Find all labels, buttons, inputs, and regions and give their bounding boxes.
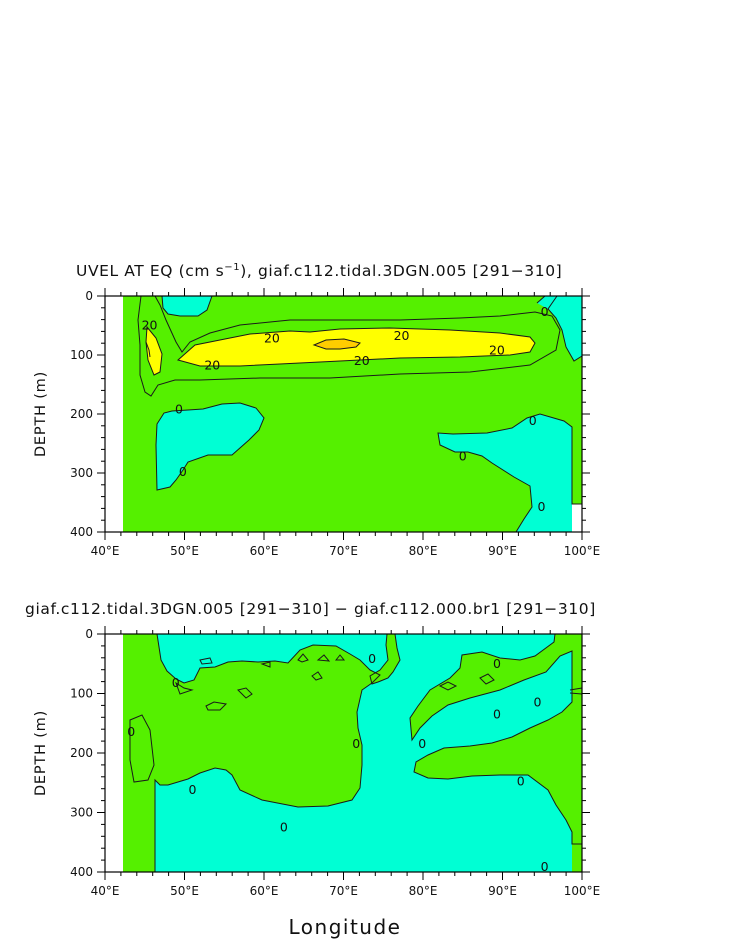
contour-label: 0 bbox=[175, 401, 183, 416]
panel-2-contour-0-west-lens bbox=[129, 714, 155, 783]
y-tick-label: 200 bbox=[70, 407, 93, 421]
contour-label: 0 bbox=[188, 782, 196, 797]
y-tick-label: 400 bbox=[70, 525, 93, 539]
y-tick-label: 0 bbox=[85, 627, 93, 641]
contour-label: 0 bbox=[127, 724, 135, 739]
panel-1-fill-negative-west-deep bbox=[156, 403, 264, 490]
contour-label: 20 bbox=[394, 328, 410, 343]
contour-label: 0 bbox=[280, 819, 288, 834]
panel-2-y-axis: 0 100 200 300 400 bbox=[70, 627, 590, 879]
contour-label: 0 bbox=[418, 736, 426, 751]
y-tick-label: 400 bbox=[70, 865, 93, 879]
panel-1-contour-0-east-surface bbox=[536, 295, 583, 362]
x-tick-label: 90°E bbox=[488, 544, 517, 558]
panel-1-contour-20-jet bbox=[176, 327, 536, 367]
panel-1-fill-west-pocket-20 bbox=[146, 327, 162, 375]
panel-1-title-part-a: UVEL AT EQ (cm s bbox=[76, 262, 224, 280]
panel-1-x-axis: 40°E 50°E 60°E 70°E 80°E 90°E 100°E bbox=[91, 288, 601, 558]
panel-1-contour-outer-edge bbox=[137, 295, 561, 397]
panel-2-contour-0-east bbox=[409, 633, 582, 845]
panel-2-contour-lines bbox=[129, 633, 583, 872]
contour-label: 0 bbox=[459, 448, 467, 463]
x-tick-label: 50°E bbox=[170, 544, 199, 558]
panel-1-contour-labels: 20 20 20 20 20 20 0 0 0 0 0 0 bbox=[142, 304, 549, 514]
contour-label: 0 bbox=[172, 675, 180, 690]
panel-2-contour-0-small-cells bbox=[175, 653, 583, 711]
panel-1-fill-jet-core-40 bbox=[314, 339, 360, 349]
panel-2-x-axis: 40°E 50°E 60°E 70°E 80°E 90°E 100°E bbox=[91, 626, 601, 898]
panel-1-contour-0-east-deep bbox=[437, 413, 582, 533]
panel-1-contour-0-west-deep bbox=[155, 402, 265, 491]
x-tick-label: 40°E bbox=[91, 884, 120, 898]
x-tick-label: 60°E bbox=[250, 544, 279, 558]
contour-label: 20 bbox=[264, 330, 280, 345]
contour-label: 0 bbox=[352, 736, 360, 751]
panel-1-contour-0-west-surface bbox=[161, 295, 213, 317]
x-tick-label: 60°E bbox=[250, 884, 279, 898]
x-tick-label: 70°E bbox=[329, 544, 358, 558]
y-tick-label: 0 bbox=[85, 289, 93, 303]
x-tick-label: 50°E bbox=[170, 884, 199, 898]
panel-1-title: UVEL AT EQ (cm s−1), giaf.c112.tidal.3DG… bbox=[76, 262, 562, 280]
panel-2-title: giaf.c112.tidal.3DGN.005 [291−310] − gia… bbox=[25, 600, 596, 618]
x-tick-label: 100°E bbox=[564, 544, 601, 558]
panel-1-contour-lines bbox=[137, 295, 583, 533]
panel-1-fill-negative-west-surface bbox=[162, 296, 212, 316]
y-tick-label: 200 bbox=[70, 746, 93, 760]
contour-label: 20 bbox=[354, 353, 370, 368]
contour-label: 0 bbox=[541, 859, 549, 874]
contour-label: 0 bbox=[534, 694, 542, 709]
panel-2-contour-labels: 0 0 0 0 0 0 0 0 0 0 0 0 bbox=[127, 651, 548, 874]
panel-1-contour-40-core bbox=[312, 338, 361, 350]
contour-label: 20 bbox=[142, 318, 158, 333]
contour-label: 0 bbox=[493, 656, 501, 671]
panel-1-fill-negative-east-deep bbox=[438, 414, 572, 532]
panel-2: giaf.c112.tidal.3DGN.005 [291−310] − gia… bbox=[25, 600, 600, 939]
x-tick-label: 100°E bbox=[564, 884, 601, 898]
panel-2-fill-positive-east-shelf bbox=[410, 634, 582, 872]
panel-1-contour-20-west bbox=[145, 325, 163, 376]
panel-2-fill-positive-west bbox=[123, 634, 380, 872]
panel-1-fill-negative-east-surface bbox=[537, 296, 582, 361]
x-tick-label: 80°E bbox=[409, 884, 438, 898]
panel-1-y-axis-label: DEPTH (m) bbox=[33, 371, 49, 457]
contour-label: 0 bbox=[537, 499, 545, 514]
y-tick-label: 300 bbox=[70, 466, 93, 480]
y-tick-label: 100 bbox=[70, 687, 93, 701]
panel-1-title-exponent: −1 bbox=[224, 262, 240, 273]
panel-2-fill-positive-west-lens bbox=[130, 715, 154, 782]
x-tick-label: 80°E bbox=[409, 544, 438, 558]
panel-1-contour-west-tongue bbox=[145, 341, 151, 358]
x-tick-label: 90°E bbox=[488, 884, 517, 898]
panel-1-fills bbox=[123, 296, 582, 532]
y-tick-label: 100 bbox=[70, 348, 93, 362]
contour-label: 0 bbox=[179, 464, 187, 479]
panel-2-y-axis-label: DEPTH (m) bbox=[33, 710, 49, 796]
panel-1-title-part-b: ), giaf.c112.tidal.3DGN.005 [291−310] bbox=[240, 262, 562, 280]
contour-label: 0 bbox=[493, 706, 501, 721]
contour-label: 0 bbox=[529, 413, 537, 428]
contour-label: 0 bbox=[368, 651, 376, 666]
contour-label: 20 bbox=[489, 342, 505, 357]
panel-2-x-axis-label: Longitude bbox=[289, 915, 402, 939]
panel-1-fill-missing-deep bbox=[572, 504, 582, 532]
x-tick-label: 70°E bbox=[329, 884, 358, 898]
panel-1: UVEL AT EQ (cm s−1), giaf.c112.tidal.3DG… bbox=[33, 262, 600, 558]
panel-2-contour-0-mid-column bbox=[369, 633, 401, 685]
contour-label: 0 bbox=[517, 774, 525, 789]
contour-label: 20 bbox=[204, 358, 220, 373]
contour-label: 0 bbox=[541, 304, 549, 319]
panel-2-fills bbox=[123, 634, 582, 872]
y-tick-label: 300 bbox=[70, 806, 93, 820]
x-tick-label: 40°E bbox=[91, 544, 120, 558]
